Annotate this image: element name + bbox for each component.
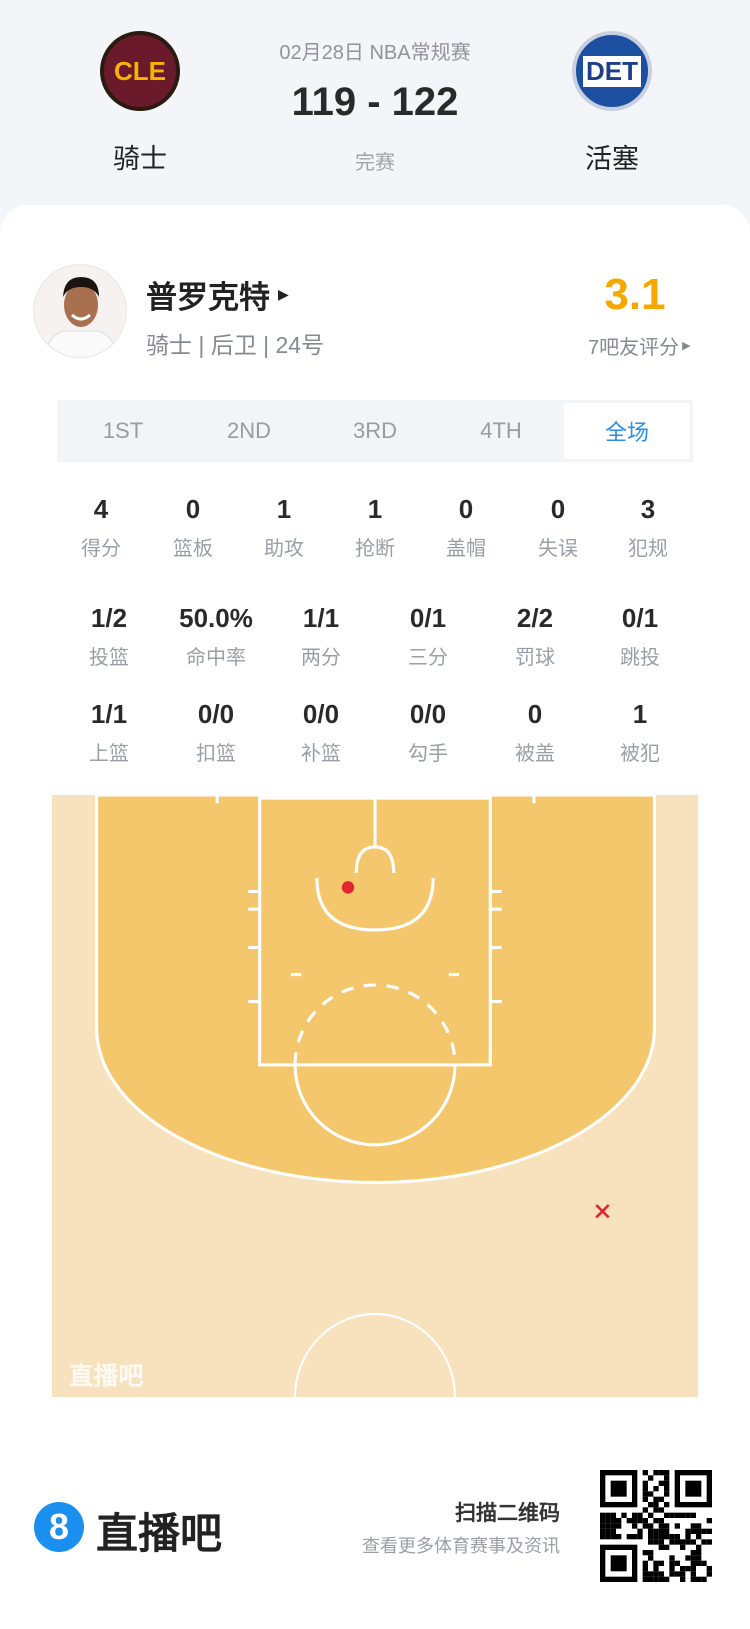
tab-1st[interactable]: 1ST [102,418,144,443]
stat-value: 0/0 [302,699,340,729]
stat-label: 扣篮 [196,743,236,765]
stat-label: 三分 [408,647,448,669]
stat-label: 得分 [81,538,121,560]
restricted-arc [315,878,435,932]
stat-item: 0/0 勾手 [373,699,483,766]
stat-item: 0 失误 [503,494,613,561]
stat-item: 1 助攻 [229,494,339,561]
stat-label: 跳投 [620,647,660,669]
stat-value: 0 [527,699,543,729]
stat-item: 1/1 两分 [266,603,376,670]
stat-value: 1 [367,494,383,524]
brand-logo-icon: 8 [34,1502,84,1552]
stat-value: 50.0% [179,603,253,633]
player-rating: 3.1 [604,270,666,319]
stat-label: 两分 [301,647,341,669]
stat-value: 2/2 [516,603,554,633]
home-team-name[interactable]: 骑士 [113,144,167,174]
stat-label: 抢断 [355,538,395,560]
stat-value: 0/0 [197,699,235,729]
game-status: 完赛 [355,152,395,174]
stat-value: 4 [93,494,109,524]
stat-item: 4 得分 [46,494,156,561]
stat-value: 1 [632,699,648,729]
stat-value: 0 [458,494,474,524]
stat-value: 0/1 [409,603,447,633]
game-score: 119 - 122 [291,80,459,124]
court-watermark: 直播吧 [69,1363,144,1391]
rating-label: 7吧友评分 [588,337,680,359]
stat-value: 0/1 [621,603,659,633]
tab-2nd[interactable]: 2ND [226,418,271,443]
stat-item: 1/2 投篮 [54,603,164,670]
stat-label: 被犯 [620,743,660,765]
away-team-name[interactable]: 活塞 [585,144,639,174]
stat-item: 3 犯规 [593,494,703,561]
stat-item: 0 被盖 [480,699,590,766]
player-avatar[interactable] [33,264,127,358]
shot-chart-court: 直播吧 [52,795,698,1397]
stat-label: 投篮 [89,647,129,669]
stat-value: 0 [550,494,566,524]
stat-value: 1/1 [90,699,128,729]
stat-item: 1 被犯 [585,699,695,766]
stat-value: 1 [276,494,292,524]
stat-item: 2/2 罚球 [480,603,590,670]
center-circle [293,1313,457,1397]
game-date-league: 02月28日 NBA常规赛 [279,42,471,64]
player-name: 普罗克特 [146,280,270,315]
stat-item: 0 盖帽 [411,494,521,561]
player-name-link[interactable]: 普罗克特 ▶ [146,272,289,317]
stat-label: 勾手 [408,743,448,765]
free-throw-circle-lower [293,1064,457,1147]
caret-right-icon: ▶ [682,340,691,352]
player-info: 骑士 | 后卫 | 24号 [146,332,325,358]
stat-label: 助攻 [264,538,304,560]
brand-name: 直播吧 [96,1510,223,1557]
stat-label: 罚球 [515,647,555,669]
stat-value: 1/1 [302,603,340,633]
qr-title: 扫描二维码 [455,1502,560,1525]
det-logo-text: DET [583,55,641,87]
tab-全场[interactable]: 全场 [564,403,690,459]
shot-missed-marker[interactable] [595,1204,610,1219]
rim-arc [354,845,396,873]
stat-label: 被盖 [515,743,555,765]
tab-4th[interactable]: 4TH [480,418,522,443]
rating-link[interactable]: 7吧友评分 ▶ [588,331,691,360]
qr-code[interactable] [600,1470,712,1582]
shot-made-marker[interactable] [341,881,355,894]
stat-value: 3 [640,494,656,524]
stat-item: 1 抢断 [320,494,430,561]
stat-item: 0 篮板 [138,494,248,561]
stat-item: 1/1 上篮 [54,699,164,766]
stat-label: 上篮 [89,743,129,765]
stat-item: 0/1 三分 [373,603,483,670]
stat-label: 篮板 [173,538,213,560]
stat-label: 盖帽 [446,538,486,560]
stat-value: 0 [185,494,201,524]
cle-team-logo[interactable]: CLE [100,31,180,111]
stat-item: 0/1 跳投 [585,603,695,670]
period-tabs: 1ST 2ND 3RD 4TH 全场 [57,400,693,462]
det-team-logo[interactable]: DET [572,31,652,111]
three-point-line [95,795,656,1184]
stat-label: 失误 [538,538,578,560]
free-throw-circle-upper [293,983,457,1065]
stat-value: 0/0 [409,699,447,729]
stat-label: 犯规 [628,538,668,560]
caret-right-icon: ▶ [278,286,289,302]
stat-value: 1/2 [90,603,128,633]
tab-3rd[interactable]: 3RD [352,418,397,443]
stat-label: 补篮 [301,743,341,765]
stat-item: 50.0% 命中率 [161,603,271,670]
qr-subtitle: 查看更多体育赛事及资讯 [362,1536,560,1556]
stat-item: 0/0 补篮 [266,699,376,766]
stat-item: 0/0 扣篮 [161,699,271,766]
stat-label: 命中率 [186,647,246,669]
